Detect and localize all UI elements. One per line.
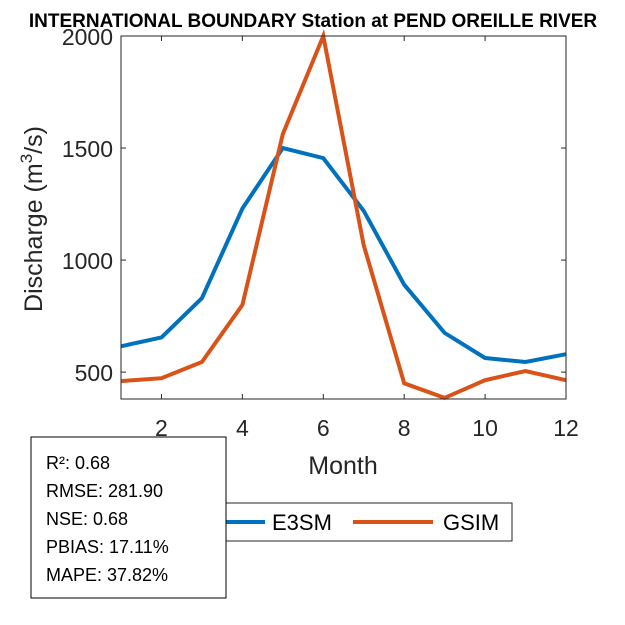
y-tick-label: 2000: [62, 24, 113, 50]
legend-label-gsim: GSIM: [443, 510, 499, 535]
y-tick-labels: 500 1000 1500 2000: [62, 24, 113, 386]
y-tick-label: 1500: [62, 136, 113, 162]
stats-box-frame: [30, 436, 227, 599]
y-axis-label-suffix: /s): [20, 126, 48, 154]
legend-label-e3sm: E3SM: [272, 510, 332, 535]
chart-title: INTERNATIONAL BOUNDARY Station at PEND O…: [29, 11, 598, 32]
legend: E3SM GSIM: [174, 502, 513, 542]
x-tick-label: 6: [317, 415, 330, 441]
stats-rmse: RMSE: 281.90: [46, 481, 163, 501]
x-tick-label: 8: [398, 415, 411, 441]
y-tick-label: 1000: [62, 248, 113, 274]
y-axis-label-sup: 3: [17, 154, 36, 163]
stats-pbias: PBIAS: 17.11%: [46, 537, 169, 557]
plot-area: [121, 36, 566, 399]
series-line-gsim: [120, 29, 567, 401]
x-tick-label: 4: [236, 415, 249, 441]
series-lines: [120, 29, 567, 401]
y-axis-label-prefix: Discharge (m: [20, 163, 48, 312]
stats-nse: NSE: 0.68: [46, 509, 128, 529]
stats-mape: MAPE: 37.82%: [46, 565, 168, 585]
series-line-e3sm: [120, 145, 567, 365]
stats-r2: R²: 0.68: [46, 453, 110, 473]
x-tick-label: 12: [553, 415, 579, 441]
x-tick-label: 2: [155, 415, 168, 441]
y-axis-label: Discharge (m3/s): [17, 126, 48, 312]
y-tick-label: 500: [75, 360, 113, 386]
axes-box: [120, 35, 567, 400]
x-axis-label: Month: [308, 452, 377, 480]
stats-box: R²: 0.68 RMSE: 281.90 NSE: 0.68 PBIAS: 1…: [30, 436, 227, 599]
x-tick-label: 10: [472, 415, 498, 441]
x-tick-labels: 2 4 6 8 10 12: [155, 415, 579, 441]
